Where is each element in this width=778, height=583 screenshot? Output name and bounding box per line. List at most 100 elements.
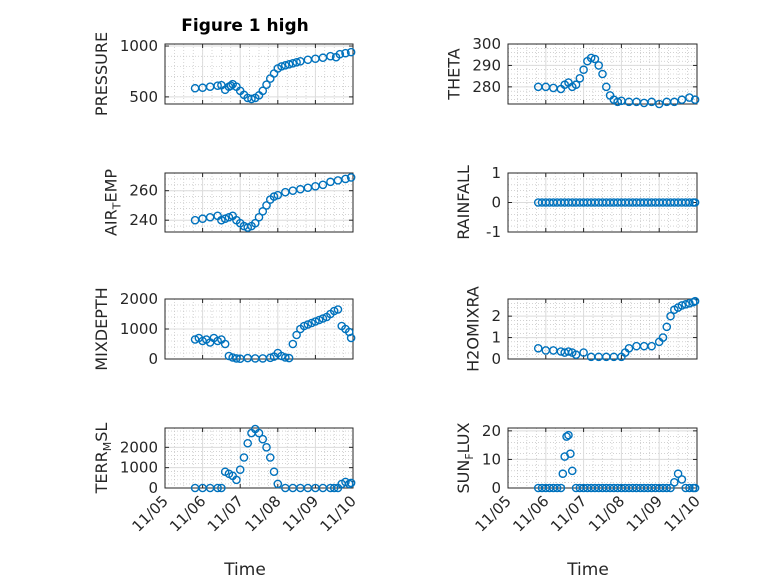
data-point [326, 51, 335, 61]
data-point [273, 479, 283, 489]
y-tick-label: 1000 [120, 320, 158, 338]
y-tick-label: 1000 [120, 459, 158, 477]
y-axis-label: THETA [445, 48, 464, 100]
y-axis-label: AIRTEMP [102, 169, 124, 236]
data-point [307, 318, 316, 328]
data-point [311, 317, 320, 326]
data-point [247, 94, 256, 104]
data-point [281, 61, 290, 70]
data-point [685, 198, 694, 207]
data-point [250, 354, 260, 363]
data-point [677, 95, 687, 105]
data-point [333, 305, 343, 314]
data-point [670, 477, 679, 487]
y-tick-label: 2000 [120, 438, 158, 456]
data-point [624, 343, 634, 353]
x-tick-label: 11/05 [129, 492, 172, 535]
y-tick-label: 260 [129, 182, 158, 200]
data-point [262, 443, 271, 452]
data-point [213, 483, 222, 493]
data-point [344, 327, 354, 337]
data-point [685, 298, 694, 308]
data-point [533, 343, 543, 353]
data-point [262, 80, 271, 89]
data-point [243, 353, 253, 363]
data-point [685, 93, 694, 102]
y-axis-label: TERRMSL [92, 423, 114, 495]
data-point [269, 192, 279, 201]
x-tick-label: 11/08 [585, 492, 628, 535]
data-point [329, 306, 339, 316]
y-tick-label: 0 [148, 479, 158, 497]
data-point [575, 73, 585, 83]
data-point [685, 483, 694, 493]
data-point [254, 212, 264, 222]
data-point [303, 320, 313, 329]
y-tick-label: 240 [129, 211, 158, 229]
data-point [292, 330, 301, 340]
data-point [558, 469, 568, 479]
data-point [571, 350, 581, 360]
data-point [226, 81, 236, 90]
data-point [549, 83, 558, 93]
data-point [613, 97, 622, 107]
data-point [670, 97, 679, 107]
data-point [647, 97, 656, 107]
data-point [232, 475, 241, 485]
data-point [579, 348, 588, 357]
data-point [690, 483, 700, 493]
subplot-mixdepth: 0 1000 2000 MIXDEPTH [92, 287, 356, 371]
axes-box [164, 172, 354, 233]
subplot-rainfall: -1 0 1 RAINFALL [454, 164, 700, 241]
data-point [681, 300, 690, 309]
x-tick-label: 11/10 [661, 492, 704, 535]
data-point [314, 315, 324, 325]
y-axis-label: MIXDEPTH [92, 287, 111, 370]
y-axis-label-rest: LUX [454, 422, 473, 453]
axes-box [164, 43, 354, 105]
y-tick-label: -1 [486, 223, 501, 241]
data-point [346, 333, 356, 343]
x-tick-label: 11/06 [166, 492, 209, 535]
subplot-h2omixra: 0 1 2 H2OMIXRA [464, 286, 700, 372]
data-point [333, 176, 343, 185]
data-point [284, 60, 294, 69]
data-point [564, 347, 573, 356]
y-axis-label-subscript: T [111, 202, 124, 210]
figure-title: Figure 1 high [181, 16, 309, 36]
y-tick-label: 2000 [120, 290, 158, 308]
data-point [690, 95, 700, 105]
y-tick-label: 0 [148, 350, 158, 368]
y-axis-label-main: AIR [102, 209, 121, 236]
data-point [217, 215, 226, 225]
data-point [662, 322, 672, 332]
data-point [662, 483, 672, 493]
data-point [258, 207, 268, 216]
data-point [690, 296, 700, 306]
y-tick-label: 10 [482, 450, 501, 468]
data-point [677, 475, 687, 484]
data-point [677, 301, 687, 310]
data-point [265, 353, 275, 363]
data-point [243, 223, 253, 232]
x-tick-label: 11/09 [623, 492, 666, 535]
data-point [288, 59, 298, 68]
y-tick-label: 0 [491, 479, 501, 497]
data-point [654, 99, 664, 109]
data-point [639, 98, 649, 108]
x-tick-label: 11/07 [204, 492, 247, 535]
y-tick-label: 500 [129, 88, 158, 106]
data-point [571, 80, 581, 90]
data-point [269, 467, 279, 477]
data-point [277, 351, 286, 361]
data-point [243, 438, 253, 448]
data-point [269, 69, 279, 78]
data-point [284, 353, 294, 363]
y-tick-label: 1000 [120, 37, 158, 55]
data-point [346, 47, 356, 57]
data-point [239, 453, 249, 462]
data-point [224, 351, 234, 361]
data-point [666, 483, 675, 493]
